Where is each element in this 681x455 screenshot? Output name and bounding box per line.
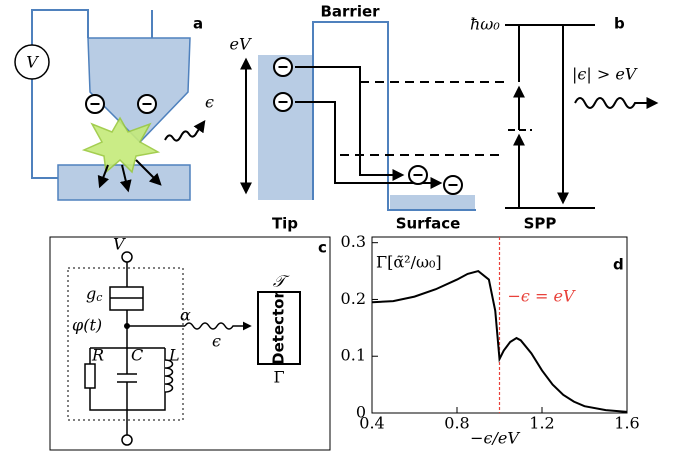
arrow bbox=[97, 164, 110, 189]
panel-label: c bbox=[318, 239, 327, 257]
electron bbox=[273, 57, 293, 77]
x-tick-label: 1.6 bbox=[614, 414, 639, 433]
electron bbox=[137, 94, 157, 114]
y-tick-label: 0.1 bbox=[341, 346, 366, 365]
photon-label: ϵ bbox=[205, 93, 214, 112]
inductor bbox=[164, 359, 174, 393]
emission-star bbox=[81, 116, 161, 174]
surface-label: Surface bbox=[396, 215, 461, 233]
y-label: Γ[α̃²/ω₀] bbox=[376, 253, 442, 272]
panel-border bbox=[49, 236, 331, 451]
panel-label: d bbox=[613, 256, 624, 274]
terminal bbox=[121, 251, 133, 263]
photon-wave bbox=[164, 120, 206, 142]
panel-d: 0.4 0.8 1.2 1.6 0 0.1 0.2 0.3 −ϵ = eV Γ[α̃²/ω₀] −ϵ… bbox=[341, 232, 640, 447]
surface-band bbox=[390, 195, 475, 210]
y-tick-label: 0.2 bbox=[341, 289, 366, 308]
spp-label: SPP bbox=[524, 215, 557, 233]
capacitor-label: C bbox=[131, 346, 143, 365]
panel-c: c V gc φ(t) α ϵ Detector 𝒯 Γ R C L bbox=[49, 235, 331, 451]
electron bbox=[408, 165, 428, 185]
panel-a: V ϵ a bbox=[14, 9, 214, 201]
arrow bbox=[135, 159, 162, 186]
x-tick-label: 1.2 bbox=[529, 414, 554, 433]
arrow bbox=[119, 164, 132, 193]
dotted-box bbox=[67, 267, 184, 421]
electron bbox=[273, 92, 293, 112]
terminal bbox=[121, 434, 133, 446]
resistor bbox=[84, 363, 96, 389]
circuit-wire bbox=[31, 9, 89, 179]
tunnel-path bbox=[295, 101, 443, 189]
tip-label: Tip bbox=[272, 215, 298, 233]
annotation: −ϵ = eV bbox=[508, 287, 576, 306]
photon-wave bbox=[184, 321, 252, 331]
curve bbox=[371, 269, 628, 413]
panel-label: a bbox=[193, 15, 203, 33]
tip bbox=[87, 37, 191, 144]
electron bbox=[85, 94, 105, 114]
inductor-label: L bbox=[168, 346, 180, 365]
bias-label: eV bbox=[229, 35, 251, 54]
detector bbox=[257, 291, 301, 365]
tip-band bbox=[258, 55, 312, 200]
plasmon-energy: ħω₀ bbox=[470, 15, 500, 34]
rate-label: Γ bbox=[273, 368, 284, 387]
electron bbox=[443, 175, 463, 195]
panel-label: b bbox=[614, 15, 625, 33]
coupling-label: α bbox=[180, 306, 191, 325]
barrier bbox=[312, 21, 476, 211]
x-tick-label: 0.8 bbox=[444, 414, 469, 433]
x-tick-label: 0.4 bbox=[359, 414, 384, 433]
gc-label: gc bbox=[86, 284, 102, 305]
voltmeter bbox=[14, 44, 50, 80]
photon-label: ϵ bbox=[212, 332, 221, 351]
x-label: −ϵ/eV bbox=[470, 429, 520, 448]
y-tick-label: 0 bbox=[356, 403, 366, 422]
detector-label: Detector bbox=[270, 291, 288, 365]
tunnel-path bbox=[295, 66, 405, 181]
y-tick-label: 0.3 bbox=[341, 232, 366, 251]
photon-wave bbox=[574, 97, 659, 109]
voltage-label: V bbox=[113, 235, 126, 254]
condition: |ϵ| > eV bbox=[572, 65, 638, 84]
voltmeter-label: V bbox=[26, 53, 39, 72]
transmission-label: 𝒯 bbox=[273, 272, 290, 291]
capacitor bbox=[117, 348, 137, 410]
panel-b: Barrier eV Tip Surface SPP ħω₀ |ϵ| > eV … bbox=[229, 3, 659, 233]
barrier-label: Barrier bbox=[320, 3, 380, 21]
phase-label: φ(t) bbox=[72, 316, 102, 335]
resistor-label: R bbox=[91, 346, 104, 365]
